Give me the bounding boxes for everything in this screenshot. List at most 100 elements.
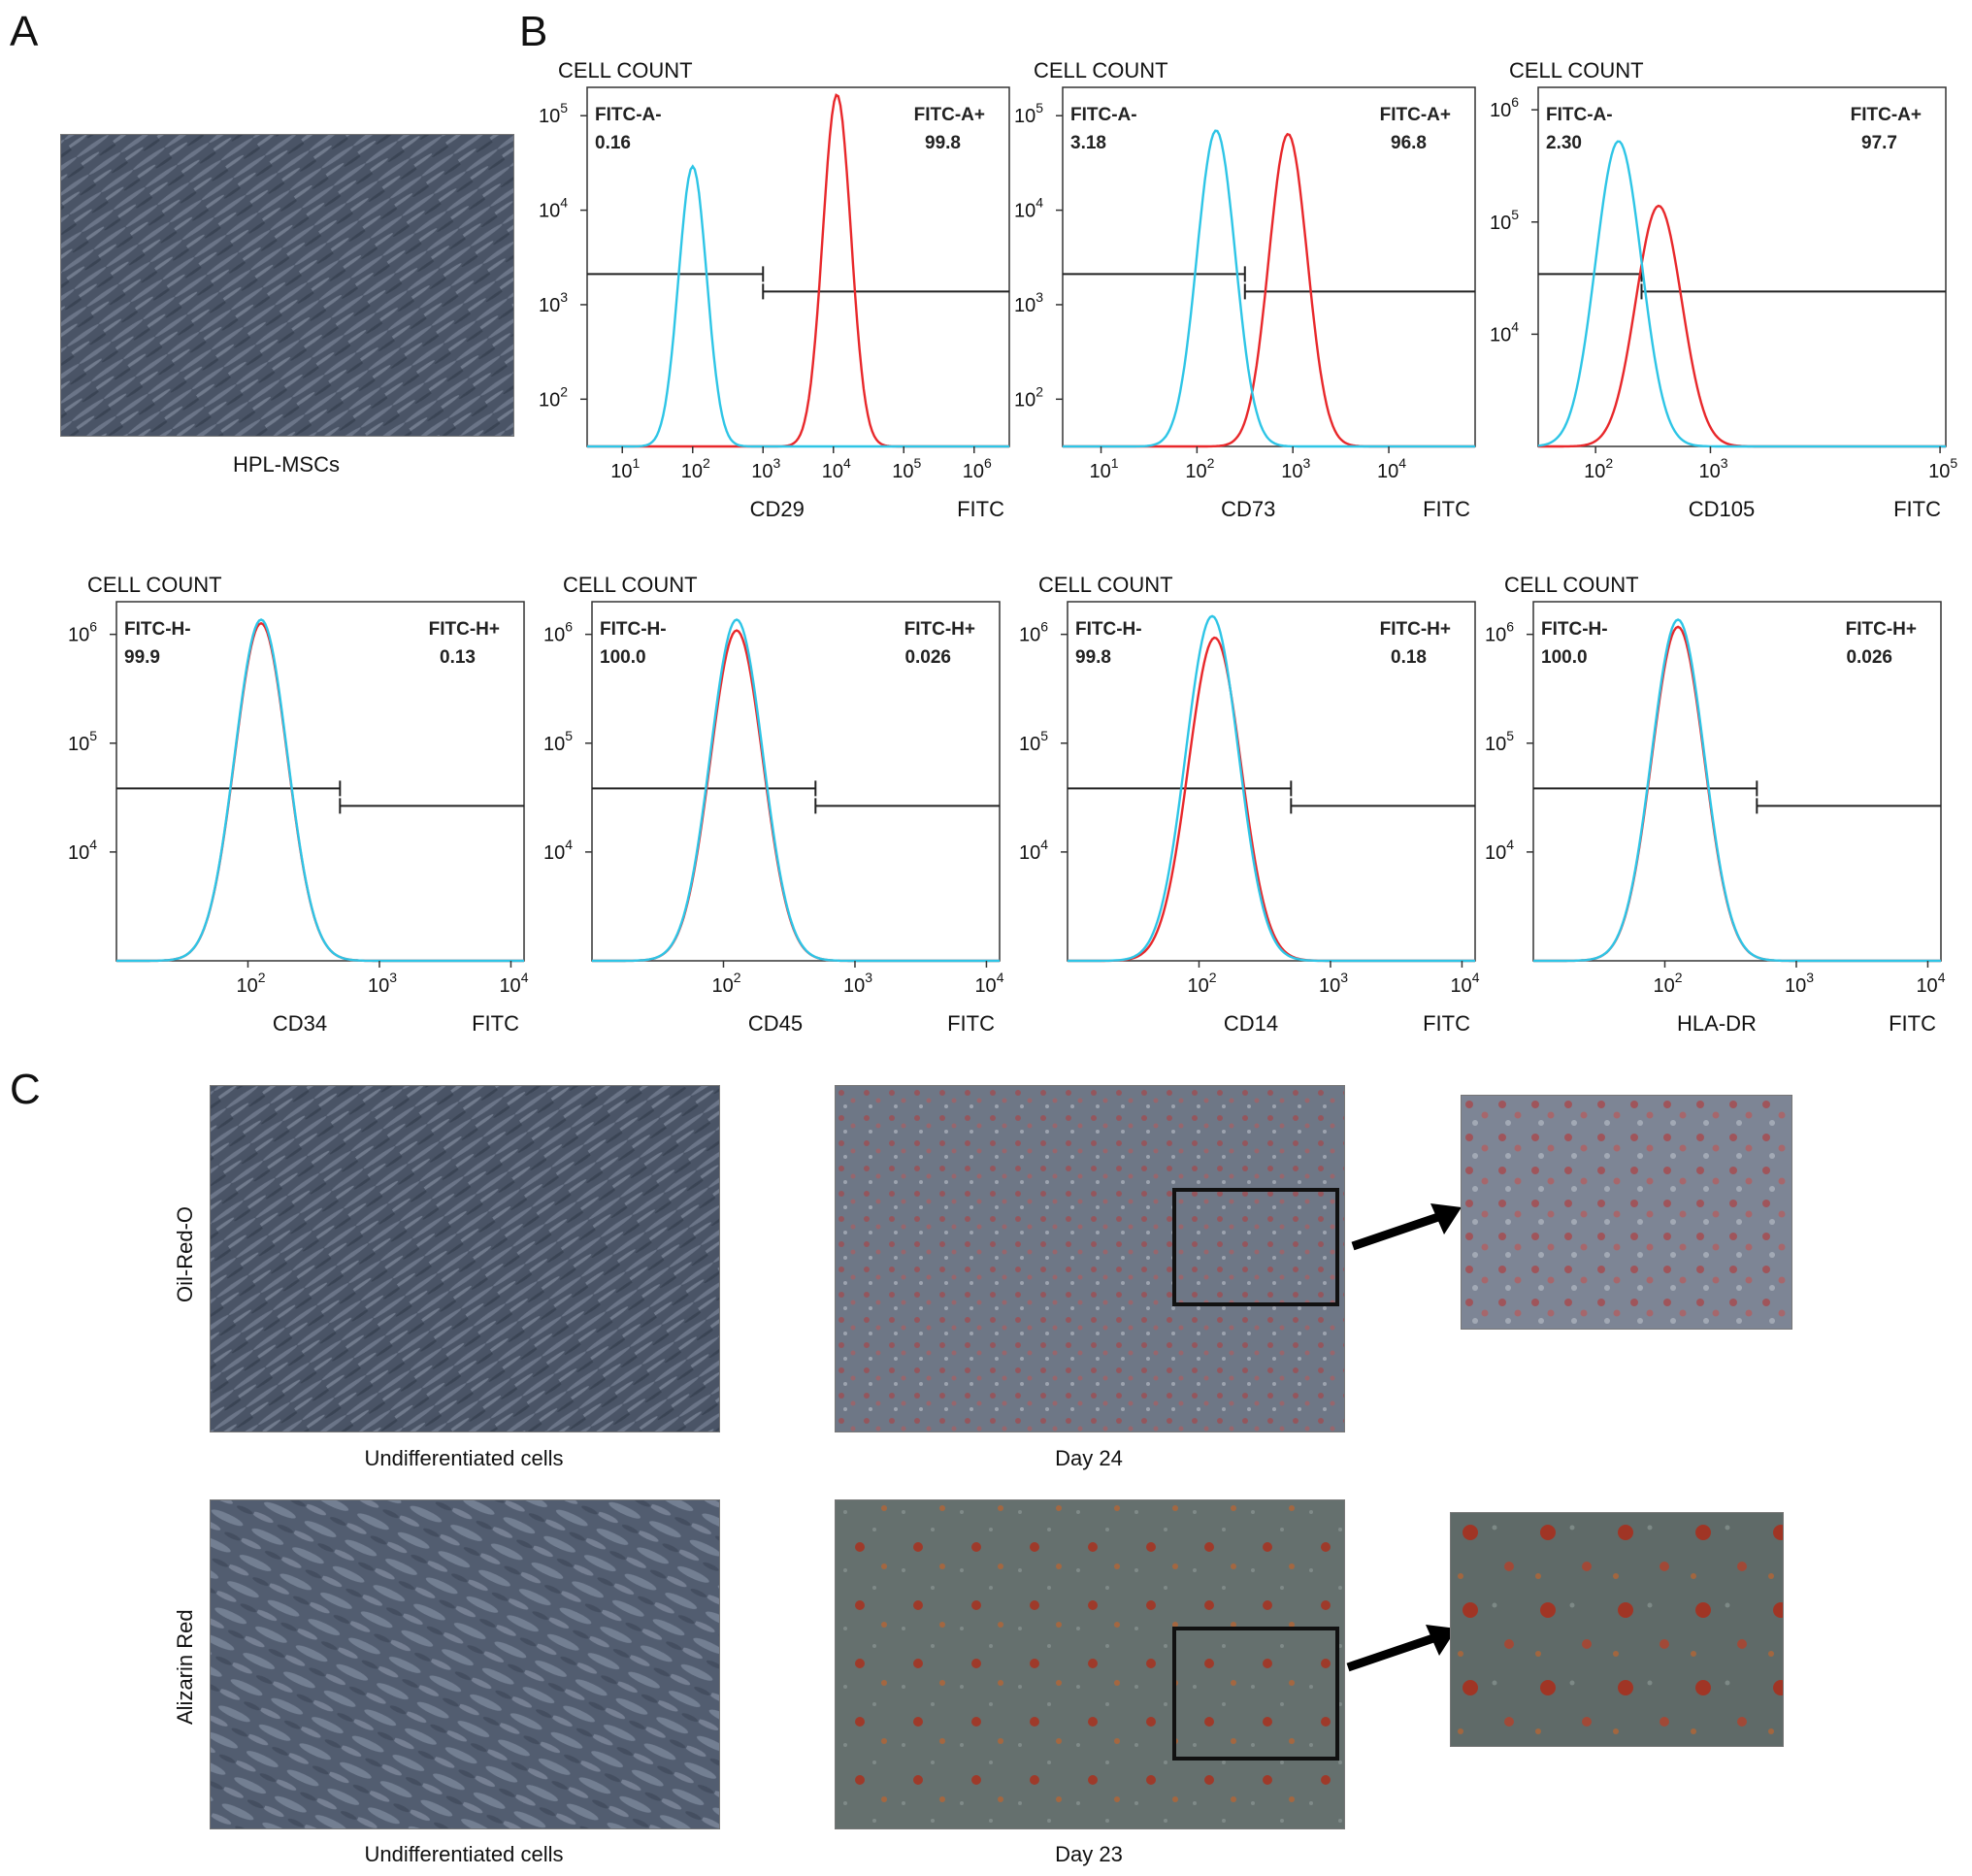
y-tick-label: 106 [1490,94,1519,121]
cell-count-label: CELL COUNT [558,58,693,82]
x-tick-label: 103 [1281,455,1310,482]
negative-gate-value: 100.0 [1541,647,1588,668]
y-tick-label: 104 [68,837,97,864]
y-tick-label: 104 [1490,318,1519,346]
negative-gate-label: FITC-A- [595,105,662,125]
x-tick-label: 104 [1916,970,1945,997]
y-tick-label: 105 [1014,100,1043,127]
histogram-cd73: CELL COUNT 101 102 103 104 102 103 104 105 FITC-A… [1009,49,1495,534]
positive-gate-label: FITC-H+ [904,619,975,640]
isotype-control-curve [1063,129,1475,448]
y-tick-label: 102 [539,383,568,411]
isotype-control-curve [1533,618,1941,963]
y-tick-label: 102 [1014,383,1043,411]
plot-frame [115,601,525,962]
x-tick-label: 105 [892,455,921,482]
row-label-alizarin-red: Alizarin Red [173,1609,197,1725]
fitc-axis-label: FITC [1893,497,1941,521]
x-tick-label: 101 [610,455,640,482]
positive-gate-value: 97.7 [1861,133,1897,153]
x-tick-label: 103 [843,970,872,997]
oil-red-o-day24-micrograph [835,1085,1345,1432]
positive-gate-value: 0.13 [440,647,476,668]
isotype-control-curve [1537,140,1946,448]
panel-letter-b: B [519,8,548,55]
histogram-hla-dr: CELL COUNT 102 103 104 104 105 106 FITC-H- 100.0… [1456,563,1970,1048]
panel-letter-c: C [10,1066,41,1113]
x-tick-label: 103 [751,455,780,482]
cell-count-label: CELL COUNT [563,573,698,597]
cell-count-label: CELL COUNT [1509,58,1644,82]
plot-frame [1067,601,1476,962]
alizarin-red-zoom-micrograph [1450,1512,1784,1747]
plot-frame [1532,601,1942,962]
fitc-axis-label: FITC [947,1011,995,1036]
plot-frame [591,601,1001,962]
x-tick-label: 103 [1319,970,1348,997]
arrow-icon [1351,1203,1462,1251]
y-tick-label: 103 [539,289,568,316]
y-tick-label: 104 [1485,837,1514,864]
positive-gate-label: FITC-H+ [1846,619,1917,640]
fitc-axis-label: FITC [1423,1011,1470,1036]
panel-letter-a: A [10,8,39,55]
undiff-caption-2: Undifferentiated cells [364,1842,564,1866]
x-tick-label: 104 [822,455,851,482]
x-tick-label: 101 [1090,455,1119,482]
marker-label: HLA-DR [1677,1011,1757,1036]
marker-label: CD73 [1221,497,1275,521]
day23-caption: Day 23 [1055,1842,1123,1866]
y-tick-label: 104 [539,195,568,222]
y-tick-label: 104 [1014,195,1043,222]
marker-label: CD45 [748,1011,803,1036]
negative-gate-value: 100.0 [600,647,646,668]
y-tick-label: 105 [1019,728,1048,755]
x-tick-label: 102 [711,970,740,997]
marker-label: CD105 [1689,497,1755,521]
x-tick-label: 103 [1698,455,1727,482]
y-tick-label: 105 [1490,207,1519,234]
hpl-mscs-caption: HPL-MSCs [232,452,340,477]
x-tick-label: 105 [1928,455,1957,482]
negative-gate-value: 3.18 [1070,133,1106,153]
x-tick-label: 102 [1185,455,1214,482]
arrow-icon [1346,1625,1457,1672]
x-tick-label: 103 [1785,970,1814,997]
positive-stain-curve [116,621,524,963]
positive-gate-value: 0.026 [1846,647,1892,668]
y-tick-label: 105 [543,728,573,755]
cell-count-label: CELL COUNT [1034,58,1168,82]
fitc-axis-label: FITC [957,497,1004,521]
y-tick-label: 104 [543,837,573,864]
isotype-control-curve [1068,614,1475,963]
day24-caption: Day 24 [1055,1446,1123,1470]
negative-gate-label: FITC-H- [600,619,667,640]
histogram-cd105: CELL COUNT 102 103 105 104 105 106 FITC-A- 2.30 F… [1480,49,1965,534]
positive-gate-label: FITC-A+ [914,105,985,125]
plot-frame [1062,86,1476,447]
x-tick-label: 104 [1377,455,1406,482]
marker-label: CD29 [750,497,805,521]
marker-label: CD14 [1224,1011,1278,1036]
negative-gate-label: FITC-A- [1546,105,1613,125]
cell-count-label: CELL COUNT [1504,573,1639,597]
x-tick-label: 102 [1653,970,1682,997]
y-tick-label: 104 [1019,837,1048,864]
x-tick-label: 102 [236,970,265,997]
positive-stain-curve [1063,132,1475,448]
oil-red-o-zoom-region [1172,1188,1339,1306]
x-tick-label: 103 [368,970,397,997]
y-tick-label: 105 [539,100,568,127]
positive-gate-value: 0.026 [904,647,951,668]
positive-stain-curve [592,629,1000,963]
x-tick-label: 102 [1584,455,1613,482]
fitc-axis-label: FITC [472,1011,519,1036]
positive-gate-value: 96.8 [1391,133,1427,153]
undiff-caption-1: Undifferentiated cells [364,1446,564,1470]
negative-gate-value: 0.16 [595,133,631,153]
y-tick-label: 106 [68,619,97,646]
negative-gate-value: 99.9 [124,647,160,668]
positive-stain-curve [1068,636,1475,963]
hpl-mscs-micrograph [60,134,514,437]
negative-gate-value: 99.8 [1075,647,1111,668]
